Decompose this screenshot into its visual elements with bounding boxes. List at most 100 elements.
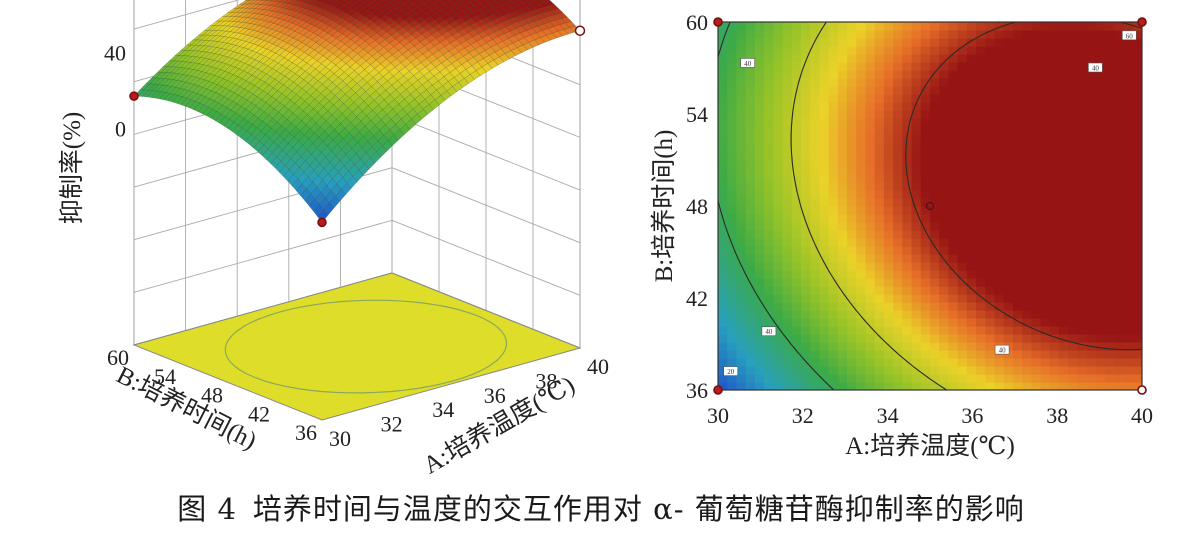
heat-cell bbox=[911, 150, 922, 159]
heat-cell bbox=[856, 310, 867, 319]
heat-cell bbox=[1012, 46, 1023, 55]
heat-cell bbox=[994, 302, 1005, 311]
heat-cell bbox=[773, 190, 784, 199]
heat-cell bbox=[791, 238, 802, 247]
heat-cell bbox=[1003, 38, 1014, 47]
heat-cell bbox=[736, 382, 747, 390]
heat-cell bbox=[865, 190, 876, 199]
heat-cell bbox=[966, 22, 977, 31]
heat-cell bbox=[1114, 190, 1125, 199]
heat-cell bbox=[865, 334, 876, 343]
heat-cell bbox=[1123, 134, 1134, 143]
heat-cell bbox=[994, 230, 1005, 239]
heat-cell bbox=[754, 278, 765, 287]
heat-cell bbox=[966, 62, 977, 71]
heat-cell bbox=[764, 286, 774, 295]
contour-label: 60 bbox=[1121, 30, 1137, 40]
heat-cell bbox=[745, 334, 756, 343]
heat-cell bbox=[1049, 94, 1060, 103]
heat-cell bbox=[727, 278, 738, 287]
heat-cell bbox=[754, 270, 765, 279]
heat-cell bbox=[994, 310, 1005, 319]
heat-cell bbox=[773, 326, 784, 335]
heat-cell bbox=[1059, 22, 1069, 31]
floor-contour-line bbox=[224, 299, 508, 394]
heat-cell bbox=[883, 190, 894, 199]
floor-plane bbox=[132, 272, 582, 421]
design-points bbox=[129, 25, 586, 228]
heat-cell bbox=[1086, 382, 1097, 390]
heat-cell bbox=[828, 222, 839, 231]
heat-cell bbox=[1086, 254, 1097, 263]
heat-cell bbox=[764, 62, 774, 71]
heat-cell bbox=[865, 118, 876, 127]
heat-cell bbox=[948, 54, 959, 63]
heat-cell bbox=[1123, 38, 1134, 47]
heat-cell bbox=[865, 102, 876, 111]
contour-design-point bbox=[713, 385, 723, 395]
heat-cell bbox=[957, 78, 968, 87]
heat-cell bbox=[1114, 374, 1125, 383]
heat-cell bbox=[994, 326, 1005, 335]
heat-cell bbox=[1105, 382, 1115, 390]
heat-cell bbox=[856, 22, 867, 31]
heat-cell bbox=[764, 254, 774, 263]
heat-cell bbox=[1040, 150, 1051, 159]
heat-cell bbox=[727, 150, 738, 159]
heat-cell bbox=[791, 134, 802, 143]
heat-cell bbox=[1123, 142, 1134, 151]
heat-cell bbox=[828, 278, 839, 287]
heat-cell bbox=[874, 238, 885, 247]
heat-cell bbox=[1003, 358, 1014, 367]
heat-cell bbox=[727, 270, 738, 279]
heat-cell bbox=[819, 326, 830, 335]
heat-cell bbox=[865, 126, 876, 135]
heat-cell bbox=[1095, 350, 1106, 359]
heat-cell bbox=[930, 94, 940, 103]
heat-cell bbox=[966, 102, 977, 111]
heat-cell bbox=[764, 358, 774, 367]
heat-cell bbox=[957, 230, 968, 239]
heat-cell bbox=[1059, 230, 1069, 239]
heat-cell bbox=[920, 222, 931, 231]
heat-cell bbox=[1132, 46, 1142, 55]
heat-cell bbox=[828, 62, 839, 71]
heat-cell bbox=[911, 294, 922, 303]
heat-cell bbox=[1068, 358, 1079, 367]
heat-cell bbox=[810, 246, 820, 255]
heat-cell bbox=[764, 78, 774, 87]
heat-cell bbox=[994, 358, 1005, 367]
heat-cell bbox=[893, 102, 903, 111]
heat-cell bbox=[957, 70, 968, 79]
heat-cell bbox=[856, 382, 867, 390]
heat-cell bbox=[1040, 126, 1051, 135]
heat-cell bbox=[865, 382, 876, 390]
heat-cell bbox=[957, 278, 968, 287]
heat-cell bbox=[828, 142, 839, 151]
heat-cell bbox=[754, 318, 765, 327]
heat-cell bbox=[994, 174, 1005, 183]
heat-cell bbox=[828, 118, 839, 127]
heat-cell bbox=[837, 38, 848, 47]
contour-x-tick: 34 bbox=[877, 403, 899, 428]
heat-cell bbox=[994, 270, 1005, 279]
heat-cell bbox=[939, 278, 950, 287]
heat-cell bbox=[837, 86, 848, 95]
heat-cell bbox=[985, 214, 996, 223]
heat-cell bbox=[966, 190, 977, 199]
heat-cell bbox=[911, 374, 922, 383]
heat-cell bbox=[773, 182, 784, 191]
heat-cell bbox=[920, 238, 931, 247]
heat-cell bbox=[718, 230, 728, 239]
heat-cell bbox=[1123, 174, 1134, 183]
heat-cell bbox=[948, 62, 959, 71]
heat-cell bbox=[874, 254, 885, 263]
heat-cell bbox=[1031, 222, 1042, 231]
heat-cell bbox=[948, 374, 959, 383]
heat-cell bbox=[1105, 142, 1115, 151]
heat-cell bbox=[976, 294, 986, 303]
heat-cell bbox=[782, 342, 793, 351]
heat-cell bbox=[976, 230, 986, 239]
heat-cell bbox=[828, 270, 839, 279]
heat-cell bbox=[893, 118, 903, 127]
